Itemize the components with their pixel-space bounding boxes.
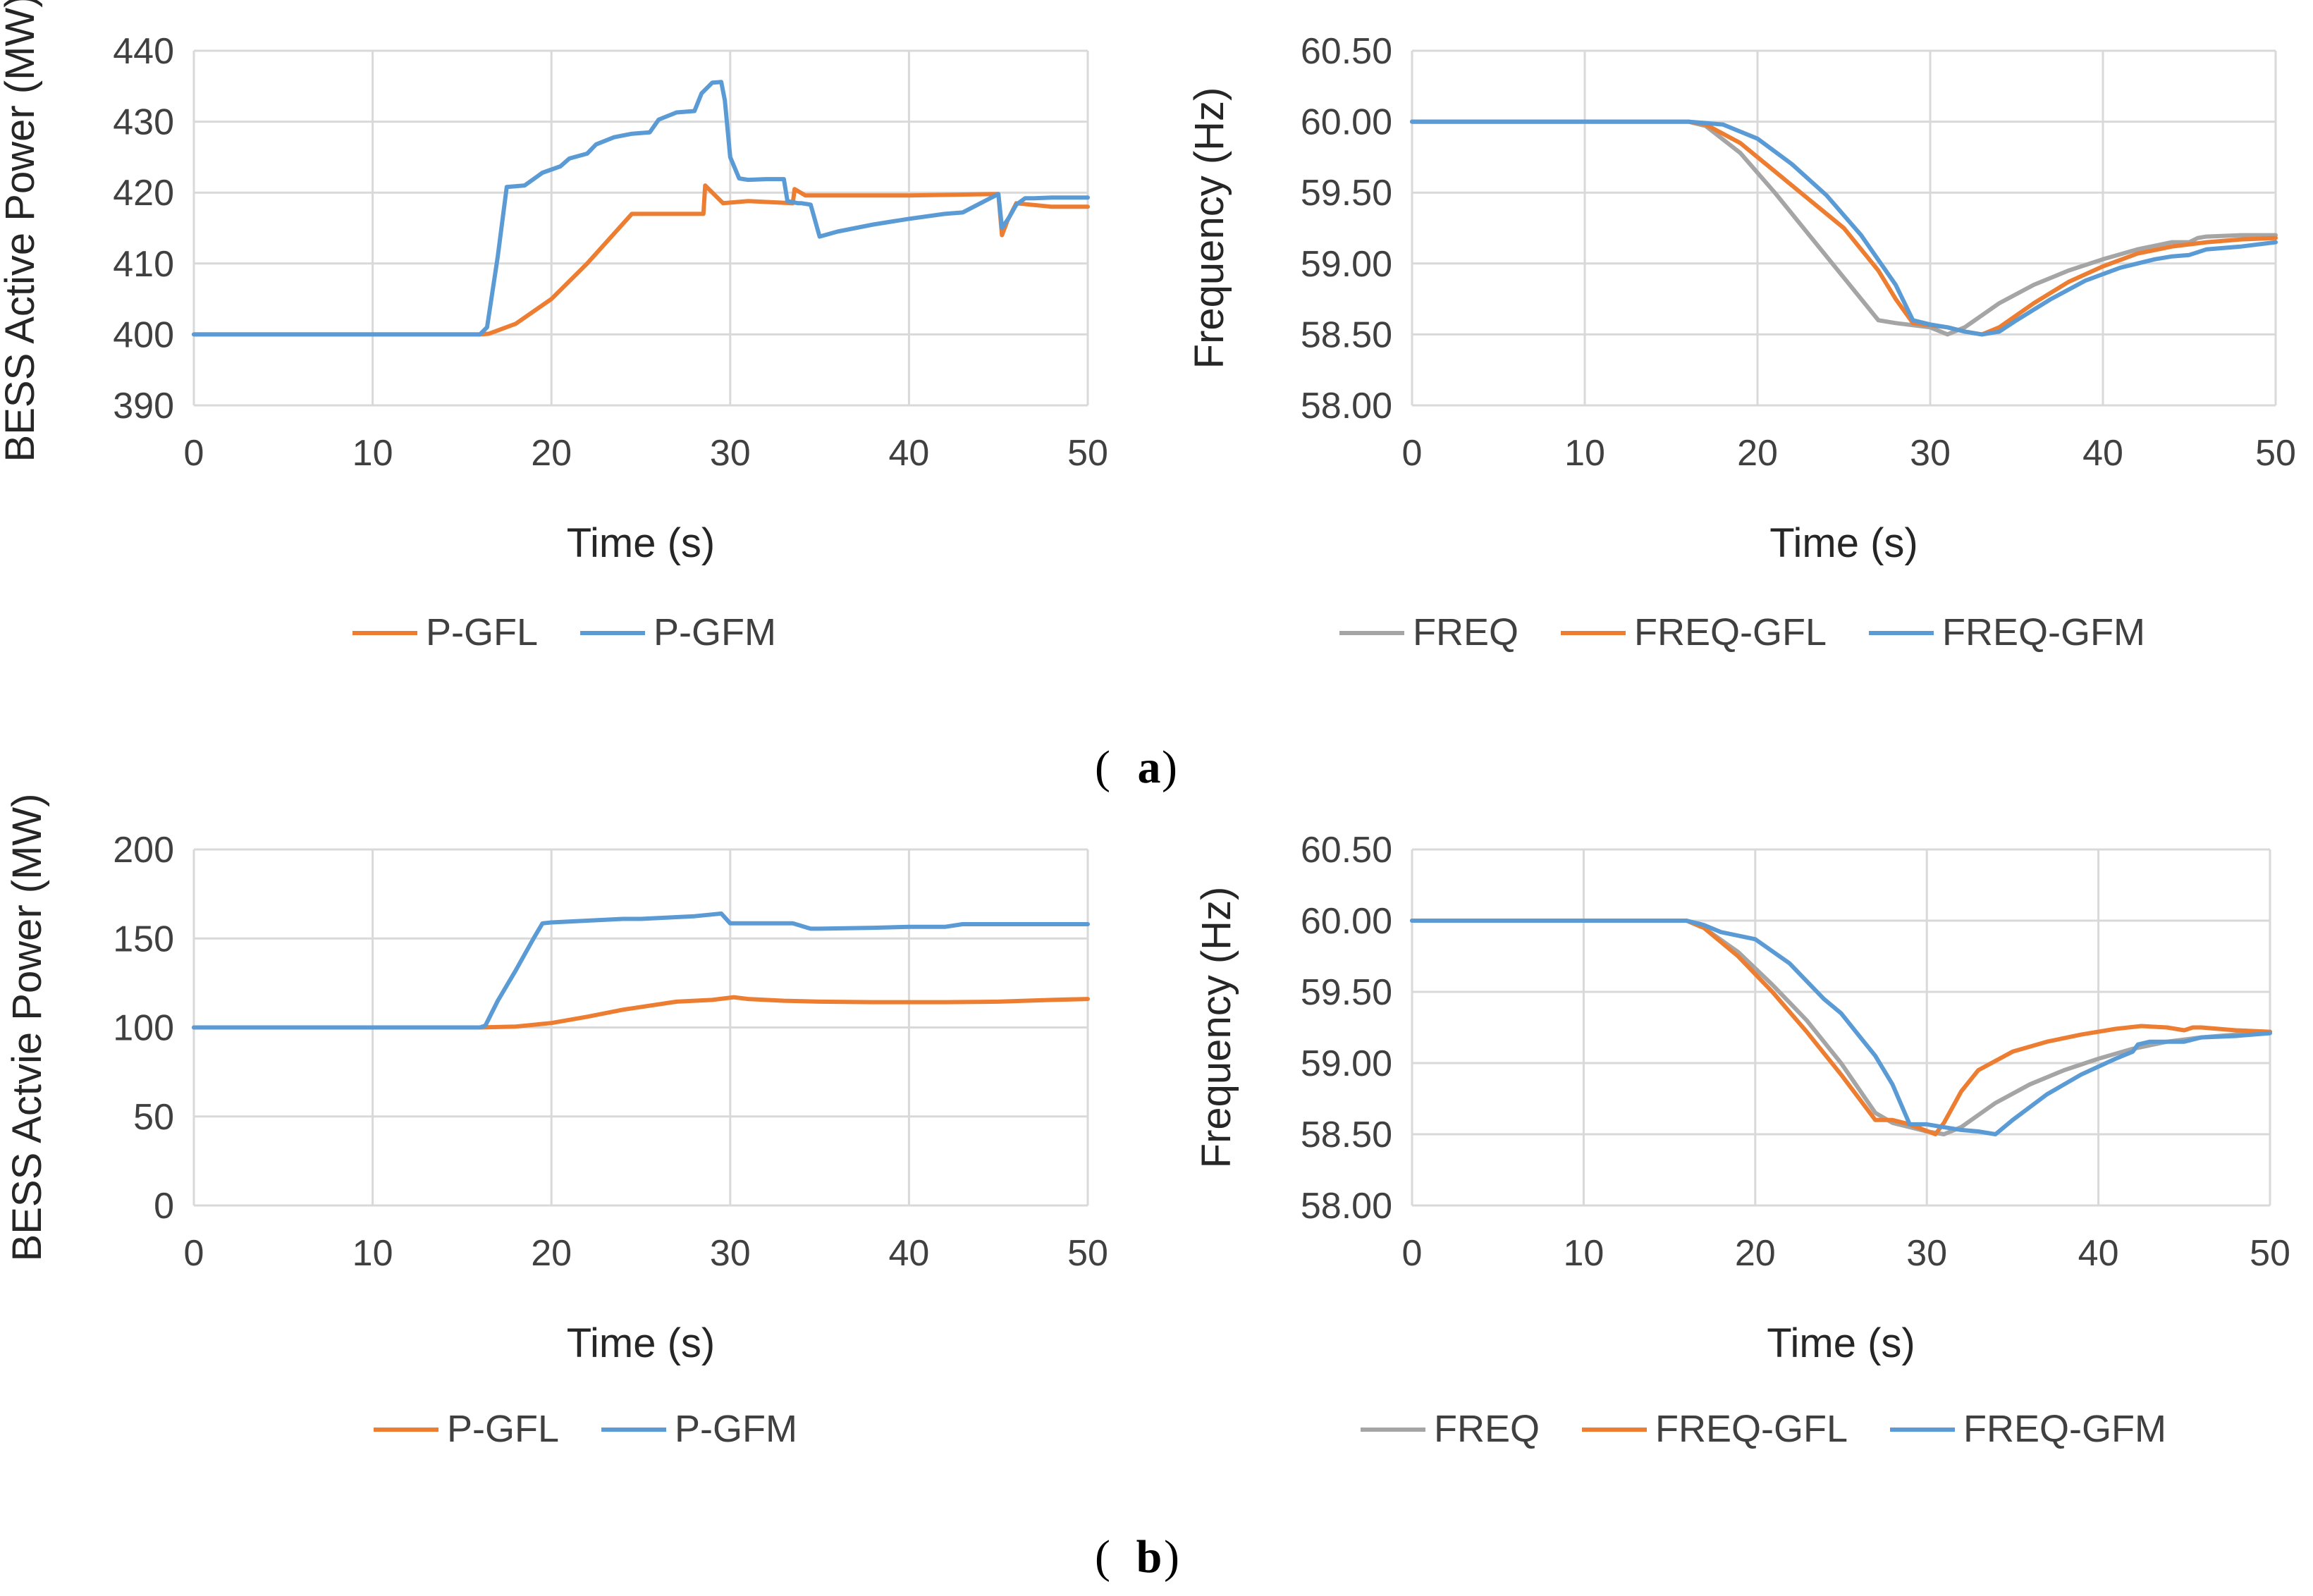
y-axis-label: Frequency (Hz) bbox=[1194, 887, 1239, 1169]
y-tick-label: 60.00 bbox=[1301, 901, 1392, 942]
x-tick-label: 40 bbox=[2082, 433, 2123, 474]
legend-label-p-gfl: P-GFL bbox=[447, 1408, 559, 1450]
legend-label-freq-gfl: FREQ-GFL bbox=[1655, 1408, 1848, 1450]
series-line-freq-gfm bbox=[1410, 919, 2272, 1136]
y-tick-label: 59.50 bbox=[1301, 972, 1392, 1013]
svg-text:(: ( bbox=[1095, 742, 1110, 793]
series-line-freq-gfl bbox=[1410, 919, 2272, 1136]
series-line-p-gfm bbox=[192, 80, 1090, 337]
caption-b: ( b ) bbox=[1095, 1531, 1179, 1583]
legend-label-p-gfl: P-GFL bbox=[426, 611, 538, 653]
svg-text:): ) bbox=[1162, 742, 1177, 793]
x-tick-label: 50 bbox=[2255, 433, 2296, 474]
y-tick-label: 60.50 bbox=[1301, 31, 1392, 72]
series-line-freq-gfm bbox=[1410, 119, 2278, 337]
x-tick-label: 10 bbox=[352, 433, 393, 474]
x-tick-label: 0 bbox=[184, 433, 204, 474]
y-axis-label: BESS Actvie Power (MW) bbox=[4, 794, 50, 1262]
x-tick-label: 20 bbox=[1737, 433, 1778, 474]
y-tick-label: 58.50 bbox=[1301, 1115, 1392, 1155]
y-tick-label: 0 bbox=[154, 1186, 174, 1227]
x-axis-label: Time (s) bbox=[1769, 520, 1918, 566]
y-tick-label: 440 bbox=[113, 31, 174, 72]
y-tick-label: 150 bbox=[113, 919, 174, 959]
x-tick-label: 10 bbox=[1564, 433, 1605, 474]
x-tick-label: 20 bbox=[1735, 1233, 1776, 1274]
svg-text:(: ( bbox=[1095, 1531, 1110, 1583]
x-tick-label: 30 bbox=[710, 433, 751, 474]
x-tick-label: 30 bbox=[710, 1233, 751, 1274]
x-tick-label: 10 bbox=[1563, 1233, 1604, 1274]
y-tick-label: 58.50 bbox=[1301, 314, 1392, 355]
y-tick-label: 420 bbox=[113, 173, 174, 214]
y-tick-label: 50 bbox=[133, 1097, 174, 1138]
y-tick-label: 59.50 bbox=[1301, 173, 1392, 214]
x-tick-label: 0 bbox=[1402, 433, 1423, 474]
legend-label-freq: FREQ bbox=[1434, 1408, 1540, 1450]
x-tick-label: 50 bbox=[1067, 433, 1108, 474]
chart-b-freq: 58.00 58.50 59.00 59.50 60.00 60.50 0 10 20 30 40 5… bbox=[1194, 830, 2290, 1450]
y-tick-label: 390 bbox=[113, 386, 174, 426]
x-tick-label: 0 bbox=[1402, 1233, 1423, 1274]
x-tick-label: 30 bbox=[1906, 1233, 1947, 1274]
y-tick-label: 100 bbox=[113, 1008, 174, 1049]
y-tick-label: 430 bbox=[113, 102, 174, 143]
y-tick-label: 59.00 bbox=[1301, 244, 1392, 285]
y-tick-label: 58.00 bbox=[1301, 386, 1392, 426]
legend-label-freq: FREQ bbox=[1413, 611, 1519, 653]
chart-a-power: 390 400 410 420 430 440 0 10 20 30 40 50 Time (s) BES… bbox=[0, 0, 1108, 653]
legend-label-freq-gfm: FREQ-GFM bbox=[1963, 1408, 2166, 1450]
y-tick-label: 60.00 bbox=[1301, 102, 1392, 143]
series-line-freq bbox=[1410, 119, 2278, 337]
y-tick-label: 60.50 bbox=[1301, 830, 1392, 871]
x-tick-label: 40 bbox=[888, 1233, 929, 1274]
x-axis-label: Time (s) bbox=[567, 1320, 715, 1366]
caption-a-letter: a bbox=[1138, 742, 1161, 793]
y-axis-label: BESS Active Power (MW) bbox=[0, 0, 43, 462]
legend-label-p-gfm: P-GFM bbox=[654, 611, 776, 653]
series-line-p-gfm bbox=[192, 911, 1090, 1030]
legend-label-freq-gfl: FREQ-GFL bbox=[1634, 611, 1827, 653]
series-line-p-gfl bbox=[192, 183, 1090, 337]
chart-a-freq: 58.00 58.50 59.00 59.50 60.00 60.50 0 10 20 30 40 5… bbox=[1186, 31, 2296, 653]
caption-b-letter: b bbox=[1136, 1531, 1162, 1583]
x-tick-label: 50 bbox=[1067, 1233, 1108, 1274]
x-tick-label: 30 bbox=[1910, 433, 1951, 474]
svg-text:): ) bbox=[1164, 1531, 1179, 1583]
x-tick-label: 0 bbox=[184, 1233, 204, 1274]
caption-a: ( a ) bbox=[1095, 742, 1177, 793]
y-tick-label: 400 bbox=[113, 314, 174, 355]
y-tick-label: 200 bbox=[113, 830, 174, 871]
x-axis-label: Time (s) bbox=[567, 520, 715, 566]
x-tick-label: 40 bbox=[888, 433, 929, 474]
y-tick-label: 410 bbox=[113, 244, 174, 285]
x-tick-label: 20 bbox=[531, 1233, 572, 1274]
x-tick-label: 10 bbox=[352, 1233, 393, 1274]
legend-label-freq-gfm: FREQ-GFM bbox=[1942, 611, 2145, 653]
y-tick-label: 59.00 bbox=[1301, 1043, 1392, 1084]
x-tick-label: 50 bbox=[2250, 1233, 2290, 1274]
x-tick-label: 40 bbox=[2078, 1233, 2119, 1274]
series-line-freq-gfl bbox=[1410, 119, 2278, 337]
x-tick-label: 20 bbox=[531, 433, 572, 474]
y-tick-label: 58.00 bbox=[1301, 1186, 1392, 1227]
series-line-p-gfl bbox=[192, 995, 1090, 1030]
chart-b-power: 0 50 100 150 200 0 10 20 30 40 50 Time (s) BESS Actv… bbox=[4, 794, 1108, 1450]
x-axis-label: Time (s) bbox=[1767, 1320, 1915, 1366]
legend-label-p-gfm: P-GFM bbox=[675, 1408, 797, 1450]
y-axis-label: Frequency (Hz) bbox=[1186, 87, 1232, 369]
